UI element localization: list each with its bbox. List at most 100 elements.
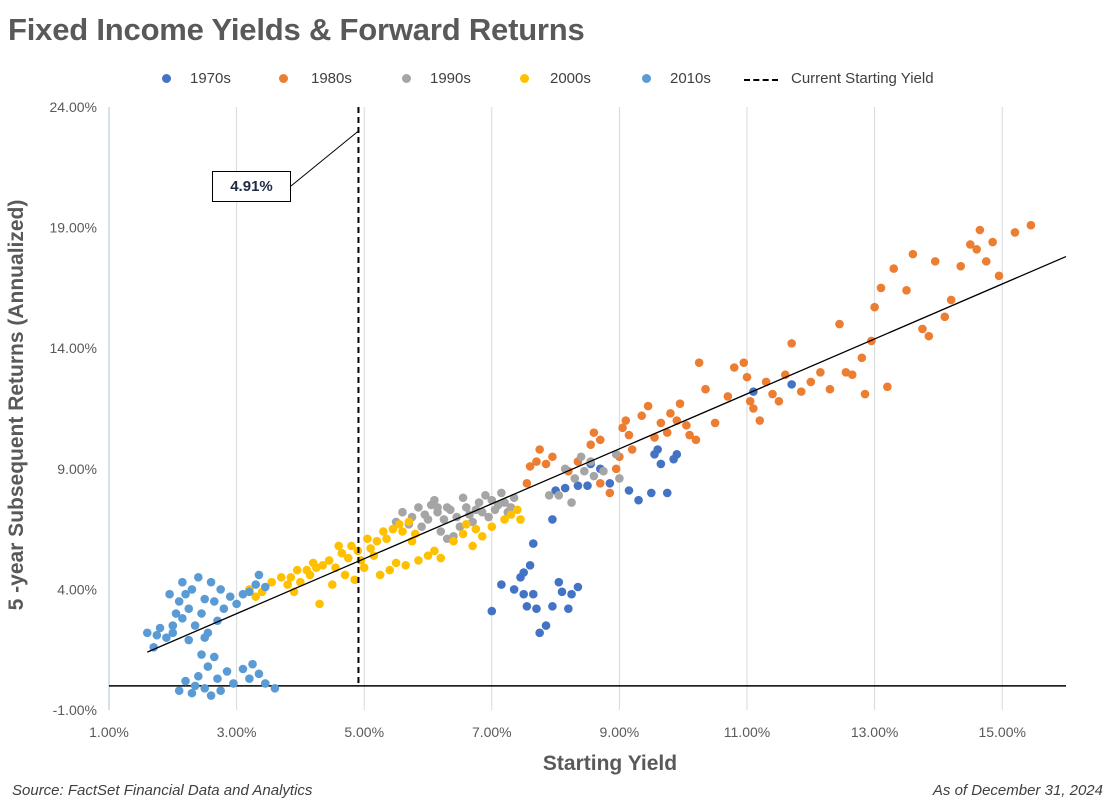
- data-point-1980s: [930, 257, 940, 266]
- data-point-1980s: [755, 416, 765, 425]
- data-point-2010s: [190, 681, 200, 691]
- data-point-2000s: [267, 577, 276, 587]
- data-point-2000s: [414, 556, 423, 565]
- data-point-1970s: [662, 488, 672, 498]
- data-point-1970s: [624, 486, 634, 495]
- data-point-2010s: [197, 609, 206, 618]
- data-point-2010s: [181, 589, 190, 599]
- data-point-2000s: [350, 575, 359, 585]
- data-point-1970s: [573, 582, 583, 592]
- data-point-2000s: [423, 551, 433, 560]
- data-point-1990s: [439, 515, 449, 524]
- data-point-1980s: [902, 286, 911, 295]
- data-point-1990s: [554, 491, 564, 500]
- data-point-1990s: [477, 507, 487, 517]
- data-point-2010s: [261, 582, 270, 592]
- data-point-1980s: [924, 331, 934, 341]
- legend-label-1990s: 1990s: [430, 70, 471, 87]
- y-tick-label: 24.00%: [50, 99, 97, 115]
- chart-title: Fixed Income Yields & Forward Returns: [8, 12, 585, 47]
- data-point-2010s: [194, 671, 203, 681]
- data-point-2010s: [200, 683, 209, 693]
- data-point-2000s: [379, 527, 388, 536]
- data-point-1970s: [497, 580, 506, 589]
- data-point-2000s: [286, 573, 296, 582]
- data-point-2000s: [324, 556, 334, 565]
- line-layer: [147, 107, 1067, 686]
- data-point-2010s: [162, 633, 171, 642]
- data-point-2000s: [401, 560, 410, 570]
- data-point-1990s: [570, 474, 580, 483]
- data-point-2000s: [283, 580, 292, 589]
- data-point-1970s: [554, 577, 564, 587]
- data-point-1990s: [433, 503, 442, 512]
- data-point-1970s: [519, 589, 528, 599]
- data-point-2010s: [245, 674, 254, 683]
- data-point-2010s: [261, 679, 270, 688]
- data-point-1980s: [946, 295, 956, 305]
- data-point-1970s: [653, 445, 662, 454]
- x-axis-label: Starting Yield: [542, 752, 678, 775]
- data-point-2000s: [394, 519, 404, 529]
- data-point-2010s: [206, 691, 216, 700]
- data-point-1990s: [398, 507, 407, 517]
- data-point-1980s: [723, 392, 733, 401]
- data-point-1980s: [621, 416, 631, 425]
- data-point-1970s: [532, 604, 541, 613]
- data-point-2000s: [296, 577, 305, 587]
- data-point-1990s: [599, 466, 608, 476]
- data-point-1970s: [509, 585, 519, 594]
- x-tick-label: 11.00%: [724, 724, 770, 740]
- data-point-2000s: [251, 592, 261, 601]
- data-point-1980s: [595, 435, 605, 445]
- data-point-2000s: [315, 599, 324, 609]
- data-point-2000s: [477, 532, 487, 541]
- data-point-1980s: [994, 271, 1004, 281]
- data-point-1980s: [972, 245, 981, 254]
- data-point-2010s: [222, 667, 232, 676]
- data-point-2000s: [500, 515, 509, 524]
- data-point-1990s: [458, 493, 468, 503]
- data-point-2010s: [209, 597, 219, 606]
- data-point-2010s: [155, 623, 165, 633]
- data-point-1970s: [560, 483, 570, 493]
- data-point-1980s: [685, 430, 694, 440]
- data-point-2000s: [347, 541, 356, 551]
- data-point-2000s: [516, 515, 525, 524]
- data-point-2000s: [382, 534, 391, 544]
- data-point-2010s: [165, 589, 174, 599]
- data-point-1980s: [662, 428, 672, 437]
- x-tick-label: 15.00%: [978, 724, 1025, 740]
- data-point-2010s: [216, 686, 225, 696]
- data-point-1970s: [583, 481, 592, 490]
- y-tick-label: 19.00%: [50, 220, 97, 236]
- legend-label-2000s: 2000s: [550, 70, 591, 87]
- data-point-1990s: [544, 491, 554, 500]
- data-point-2010s: [184, 604, 194, 613]
- data-point-2010s: [168, 628, 178, 638]
- data-point-1970s: [567, 589, 576, 599]
- data-point-1980s: [940, 312, 950, 322]
- data-point-2010s: [251, 580, 261, 589]
- data-point-1980s: [806, 377, 816, 387]
- data-point-1980s: [841, 368, 851, 377]
- data-point-1970s: [541, 621, 551, 630]
- data-point-2000s: [430, 546, 439, 556]
- y-tick-label: 14.00%: [50, 340, 97, 356]
- data-point-1980s: [796, 387, 806, 396]
- data-point-1980s: [787, 339, 796, 348]
- legend-label-1970s: 1970s: [190, 70, 231, 87]
- data-point-1980s: [835, 319, 844, 329]
- data-point-1980s: [883, 382, 892, 392]
- data-point-2010s: [203, 662, 213, 671]
- data-point-1980s: [611, 464, 621, 474]
- data-point-1980s: [666, 409, 675, 418]
- data-point-2000s: [375, 570, 385, 580]
- data-point-1980s: [908, 249, 918, 259]
- data-point-1990s: [611, 450, 621, 459]
- data-point-1980s: [694, 358, 704, 367]
- data-point-1990s: [417, 522, 426, 531]
- data-point-2010s: [216, 585, 225, 594]
- grid-layer: [236, 107, 1003, 710]
- x-tick-label: 9.00%: [600, 724, 640, 740]
